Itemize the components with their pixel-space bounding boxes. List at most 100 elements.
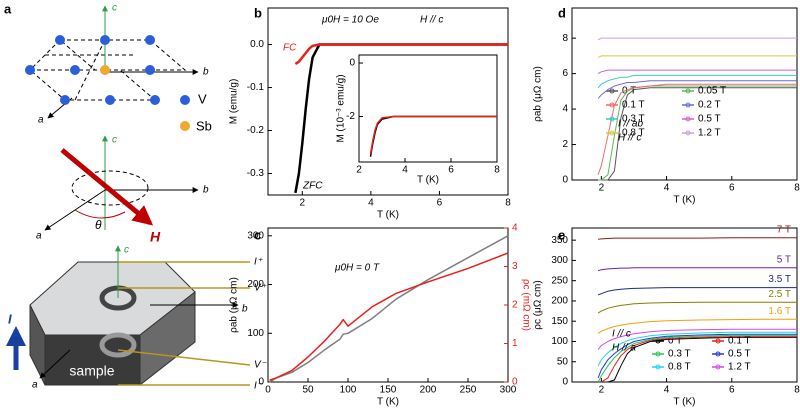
y-axis-label: M (emu/g)	[229, 79, 240, 125]
atom-sb	[100, 65, 110, 75]
legend-label: 0.8 T	[668, 362, 691, 373]
x-axis-label: T (K)	[377, 210, 399, 221]
y-tick-label: -0.1	[247, 82, 265, 93]
data-line	[294, 43, 508, 65]
data-line	[601, 336, 797, 383]
legend-label: 0 T	[668, 336, 682, 347]
series-label: 3.5 T	[768, 274, 791, 285]
lead-label: I⁺	[254, 257, 263, 268]
data-line	[597, 328, 797, 350]
axis-label: b	[203, 67, 209, 78]
x-tick-label: 2	[599, 385, 605, 396]
y-axis-label: ρab (μΩ cm)	[533, 66, 544, 122]
x-tick-label: 300	[500, 385, 517, 396]
x-tick-label: 6	[437, 198, 443, 209]
data-line	[601, 336, 797, 383]
data-line	[597, 333, 797, 379]
lead-label: I⁻	[254, 381, 263, 392]
y-tick-label: 0	[562, 377, 568, 388]
x-tick-label: 200	[420, 385, 437, 396]
y-tick-label: 200	[247, 279, 264, 290]
x-tick-label: 8	[794, 385, 800, 396]
x-tick-label: 100	[340, 385, 357, 396]
x-axis-label: T (K)	[673, 397, 695, 408]
y-axis-label: ρc (μΩ cm)	[533, 280, 544, 329]
annotation: H // c	[420, 15, 443, 26]
data-line	[269, 252, 509, 381]
y-tick-label: 0	[258, 377, 264, 388]
legend-label: 0 T	[622, 86, 636, 97]
axis-label: a	[32, 380, 38, 391]
y2-tick-label: 2	[512, 300, 518, 311]
legend-label: 0.5 T	[728, 349, 751, 360]
legend-swatch	[715, 338, 721, 344]
y-tick-label: 4	[562, 104, 568, 115]
y-tick-label: 150	[551, 316, 568, 327]
legend-swatch	[715, 351, 721, 357]
axis-label: a	[38, 115, 44, 126]
x-tick-label: 4	[664, 385, 670, 396]
data-line	[597, 318, 797, 334]
y-tick-label: 50	[557, 356, 569, 367]
y-axis-label: M (10⁻³ emu/g)	[336, 74, 347, 142]
x-tick-label: 150	[380, 385, 397, 396]
x-tick-label: 8	[494, 165, 500, 176]
x-tick-label: 8	[794, 183, 800, 194]
axis-label: c	[112, 135, 117, 146]
legend-swatch	[685, 130, 691, 136]
data-line	[597, 267, 797, 272]
y-tick-label: 8	[562, 33, 568, 44]
y-tick-label: 350	[551, 235, 568, 246]
annotation: FC	[283, 43, 297, 54]
data-line	[369, 115, 497, 155]
panel-label: c	[254, 227, 261, 242]
legend-label: 0.3 T	[622, 114, 645, 125]
panel-label: a	[4, 1, 12, 16]
y-tick-label: 250	[551, 275, 568, 286]
y-tick-label: 100	[247, 328, 264, 339]
x-tick-label: 50	[302, 385, 314, 396]
panel-a: a c b a V Sb c b a θ H	[4, 1, 267, 391]
lead-label: V⁻	[254, 360, 267, 371]
annotation: μ0H = 10 Oe	[321, 15, 379, 26]
axis-label: c	[112, 3, 117, 14]
data-line	[597, 37, 797, 41]
data-line	[597, 334, 797, 383]
annotation: μ0H = 0 T	[334, 263, 380, 274]
legend-label: 0.8 T	[622, 128, 645, 139]
legend-swatch	[609, 116, 615, 122]
legend-label: 0.5 T	[698, 114, 721, 125]
annotation: H // c	[618, 133, 641, 144]
data-line	[598, 87, 797, 181]
panel-label: b	[254, 5, 262, 20]
data-line	[597, 287, 797, 296]
x-tick-label: 2	[300, 198, 306, 209]
x-tick-label: 6	[448, 165, 454, 176]
data-line	[597, 331, 797, 367]
legend-swatch	[609, 130, 615, 136]
legend-swatch	[685, 88, 691, 94]
annotation: I // ab	[618, 119, 643, 130]
series-label: 2.5 T	[768, 289, 791, 300]
legend-swatch	[715, 364, 721, 370]
data-line	[597, 83, 797, 175]
y-tick-label: 6	[562, 68, 568, 79]
annotation: I // c	[612, 329, 631, 340]
plot-frame	[571, 7, 798, 181]
field-arrow	[60, 148, 154, 226]
y-tick-label: -0.2	[247, 125, 265, 136]
x-tick-label: 6	[729, 385, 735, 396]
annotation: ZFC	[302, 181, 323, 192]
x-axis-label: T (K)	[673, 195, 695, 206]
y-tick-label: 200	[551, 296, 568, 307]
data-line	[597, 55, 797, 59]
series-label: 5 T	[777, 254, 791, 265]
contact-ring	[99, 332, 137, 358]
sample-side	[139, 290, 196, 387]
y-tick-label: 0	[562, 175, 568, 186]
y-tick-label: 100	[551, 336, 568, 347]
angle-arc	[74, 209, 126, 219]
series-label: 7 T	[777, 224, 791, 235]
axis-label: b	[242, 304, 248, 315]
y2-tick-label: 4	[512, 223, 518, 234]
